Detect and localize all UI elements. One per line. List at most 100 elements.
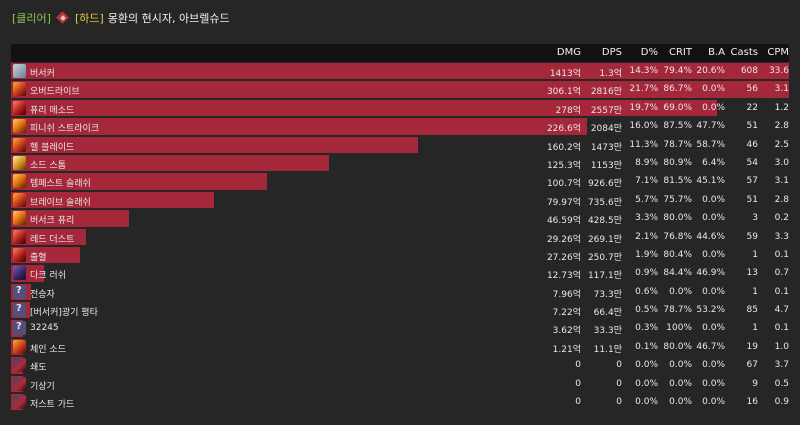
dmg-cell: 0 — [575, 378, 581, 389]
table-row[interactable]: 출혈 27.26억 250.7만 1.9% 80.4% 0.0% 1 0.1 — [11, 246, 789, 264]
red-dust-skill-icon — [13, 229, 26, 244]
crit-cell: 76.8% — [663, 231, 692, 242]
encounter-title: [클리어] [하드] 몽환의 현시자, 아브렐슈드 — [12, 9, 230, 27]
crit-cell: 0.0% — [669, 397, 692, 408]
skill-name: 템페스트 슬래쉬 — [30, 179, 91, 190]
damage-percent-cell: 0.1% — [635, 341, 658, 352]
casts-cell: 46 — [746, 139, 758, 150]
table-row[interactable]: 체인 소드 1.21억 11.1만 0.1% 80.0% 46.7% 19 1.0 — [11, 338, 789, 356]
dps-cell: 117.1만 — [587, 271, 622, 282]
damage-percent-cell: 5.7% — [635, 194, 658, 205]
back-attack-cell: 0.0% — [702, 323, 725, 334]
get-up-skill-icon — [13, 376, 26, 391]
dmg-cell: 3.62억 — [552, 326, 581, 337]
damage-percent-cell: 2.1% — [635, 231, 658, 242]
crit-cell: 80.0% — [663, 213, 692, 224]
cpm-cell: 2.8 — [774, 121, 789, 132]
table-row[interactable]: 브레이브 슬래쉬 79.97억 735.6만 5.7% 75.7% 0.0% 51 2.8 — [11, 191, 789, 209]
crit-cell: 80.0% — [663, 341, 692, 352]
dps-cell: 250.7만 — [587, 252, 622, 263]
dmg-cell: 0 — [575, 360, 581, 371]
back-attack-cell: 53.2% — [696, 305, 725, 316]
damage-share-bar — [11, 81, 789, 98]
table-row[interactable]: 다크 러쉬 12.73억 117.1만 0.9% 84.4% 46.9% 13 0.7 — [11, 264, 789, 282]
table-row[interactable]: 템페스트 슬래쉬 100.7억 926.6만 7.1% 81.5% 45.1% 57 3.1 — [11, 172, 789, 190]
skill-name: 레드 더스트 — [30, 234, 75, 245]
column-header-dmg[interactable]: DMG — [556, 47, 581, 58]
skill-name: 헬 블레이드 — [30, 142, 75, 153]
dmg-cell: 27.26억 — [546, 252, 581, 263]
skill-damage-table: DMG DPS D% CRIT B.A Casts CPM 버서커 1413억 1.… — [11, 44, 789, 411]
dps-cell: 2816만 — [590, 87, 622, 98]
unknown-skill-icon — [13, 284, 26, 299]
damage-percent-cell: 21.7% — [629, 84, 658, 95]
column-header-back-attack[interactable]: B.A — [708, 47, 725, 58]
cpm-cell: 33.6 — [768, 66, 789, 76]
back-attack-cell: 46.9% — [696, 268, 725, 279]
dps-cell: 11.1만 — [593, 344, 622, 355]
back-attack-cell: 0.0% — [702, 286, 725, 297]
back-attack-cell: 0.0% — [702, 84, 725, 95]
crit-cell: 0.0% — [669, 360, 692, 371]
crit-cell: 80.4% — [663, 249, 692, 260]
dmg-cell: 278억 — [555, 105, 581, 116]
casts-cell: 3 — [752, 213, 758, 224]
damage-share-bar — [11, 191, 215, 209]
dmg-cell: 1413억 — [549, 69, 581, 79]
casts-cell: 13 — [746, 268, 758, 279]
table-row[interactable]: 소드 스톰 125.3억 1153만 8.9% 80.9% 6.4% 54 3.0 — [11, 154, 789, 172]
table-row[interactable]: 저스트 가드 0 0 0.0% 0.0% 0.0% 16 0.9 — [11, 393, 789, 411]
dark-rush-skill-icon — [13, 266, 26, 281]
column-header-cpm[interactable]: CPM — [767, 47, 789, 58]
table-row[interactable]: 32245 3.62억 33.3만 0.3% 100% 0.0% 1 0.1 — [11, 319, 789, 337]
back-attack-cell: 0.0% — [702, 102, 725, 113]
damage-percent-cell: 0.0% — [635, 378, 658, 389]
dps-cell: 0 — [616, 397, 622, 408]
dmg-cell: 79.97억 — [546, 197, 581, 208]
rush-skill-icon — [13, 358, 26, 373]
table-row[interactable]: [버서커]광기 평타 7.22억 66.4만 0.5% 78.7% 53.2% 85 4.7 — [11, 301, 789, 319]
berserk-fury-skill-icon — [13, 211, 26, 226]
dmg-cell: 1.21억 — [552, 344, 581, 355]
crit-cell: 75.7% — [663, 194, 692, 205]
table-row[interactable]: 버서크 퓨리 46.59억 428.5만 3.3% 80.0% 0.0% 3 0.2 — [11, 209, 789, 227]
table-row[interactable]: 헬 블레이드 160.2억 1473만 11.3% 78.7% 58.7% 46 2.5 — [11, 136, 789, 154]
table-row[interactable]: 기상기 0 0 0.0% 0.0% 0.0% 9 0.5 — [11, 375, 789, 393]
damage-share-bar — [11, 173, 267, 190]
column-header-casts[interactable]: Casts — [730, 47, 758, 58]
damage-percent-cell: 11.3% — [629, 139, 658, 150]
table-row[interactable]: 레드 더스트 29.26억 269.1만 2.1% 76.8% 44.6% 59 3.3 — [11, 228, 789, 246]
damage-share-bar — [11, 246, 81, 264]
cpm-cell: 1.0 — [774, 341, 789, 352]
crit-cell: 100% — [666, 323, 692, 334]
dps-cell: 735.6만 — [587, 197, 622, 208]
table-row[interactable]: 퓨리 메소드 278억 2557만 19.7% 69.0% 0.0% 22 1.2 — [11, 99, 789, 117]
crit-cell: 0.0% — [669, 378, 692, 389]
damage-percent-cell: 0.0% — [635, 397, 658, 408]
damage-share-bar — [11, 63, 789, 80]
table-row[interactable]: 버서커 1413억 1.3억 14.3% 79.4% 20.6% 608 33.6 — [11, 62, 789, 80]
table-row[interactable]: 피니쉬 스트라이크 226.6억 2084만 16.0% 87.5% 47.7% 51 2.8 — [11, 117, 789, 135]
boss-name: 몽환의 현시자, 아브렐슈드 — [107, 12, 230, 25]
column-header-damage-percent[interactable]: D% — [640, 47, 658, 58]
column-header-dps[interactable]: DPS — [601, 47, 622, 58]
table-row[interactable]: 오버드라이브 306.1억 2816만 21.7% 86.7% 0.0% 56 3.1 — [11, 80, 789, 98]
skill-name: 오버드라이브 — [30, 87, 80, 98]
skill-name: 저스트 가드 — [30, 400, 75, 411]
table-row[interactable]: 전승자 7.96억 73.3만 0.6% 0.0% 0.0% 1 0.1 — [11, 283, 789, 301]
column-header-crit[interactable]: CRIT — [669, 47, 692, 58]
cpm-cell: 0.7 — [774, 268, 789, 279]
skill-name: 출혈 — [30, 252, 47, 263]
cpm-cell: 0.1 — [774, 286, 789, 297]
skill-name: 체인 소드 — [30, 344, 66, 355]
crit-cell: 87.5% — [663, 121, 692, 132]
damage-percent-cell: 0.6% — [635, 286, 658, 297]
cpm-cell: 0.5 — [774, 378, 789, 389]
fury-method-skill-icon — [13, 100, 26, 115]
cpm-cell: 0.1 — [774, 249, 789, 260]
cpm-cell: 3.3 — [774, 231, 789, 242]
damage-percent-cell: 19.7% — [629, 102, 658, 113]
dps-cell: 0 — [616, 360, 622, 371]
dps-cell: 2084만 — [590, 124, 622, 135]
table-row[interactable]: 쇄도 0 0 0.0% 0.0% 0.0% 67 3.7 — [11, 356, 789, 374]
